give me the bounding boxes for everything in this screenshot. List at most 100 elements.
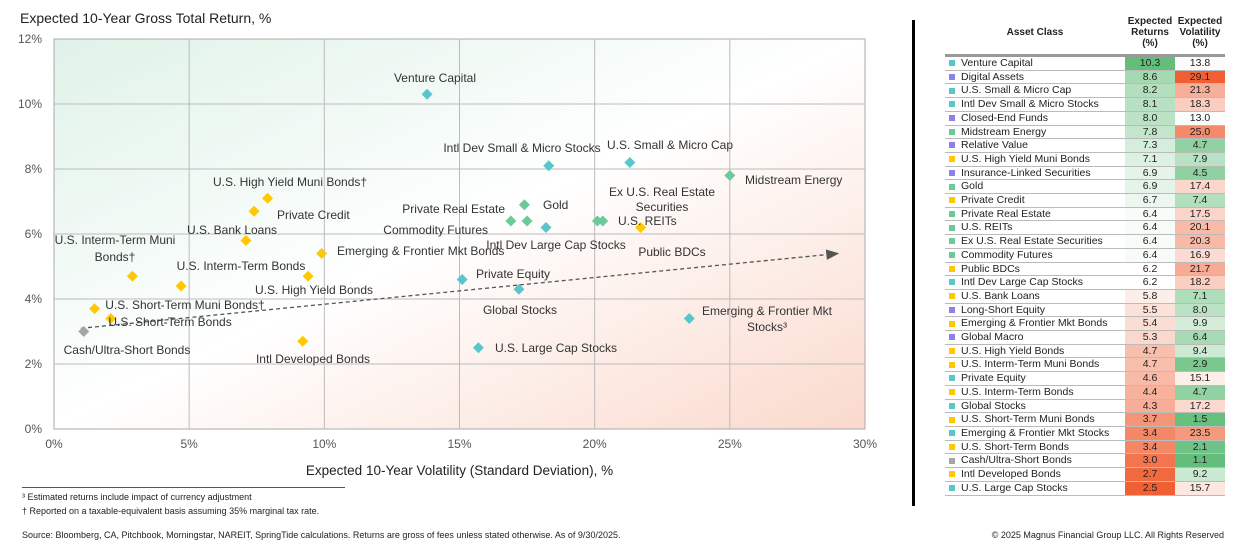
x-tick-label: 5%	[180, 437, 198, 451]
returns-cell: 5.3	[1125, 330, 1175, 345]
category-square-icon	[949, 334, 955, 341]
category-square-icon	[949, 471, 955, 478]
returns-cell: 3.7	[1125, 412, 1175, 427]
volatility-cell: 7.4	[1175, 193, 1225, 208]
returns-cell: 8.1	[1125, 97, 1175, 112]
volatility-cell: 4.5	[1175, 166, 1225, 181]
category-square-icon	[949, 115, 955, 122]
data-point	[89, 303, 101, 315]
data-point	[126, 270, 138, 282]
table-row: U.S. Short-Term Muni Bonds 3.7 1.5	[945, 412, 1225, 427]
point-label: Private Equity	[476, 267, 550, 281]
volatility-cell: 20.1	[1175, 220, 1225, 236]
x-tick-label: 25%	[718, 437, 742, 451]
data-point	[456, 274, 468, 285]
asset-class-cell: Global Macro	[945, 330, 1125, 345]
data-point	[78, 326, 90, 337]
asset-class-cell: Intl Dev Small & Micro Stocks	[945, 97, 1125, 112]
point-label: U.S. High Yield Bonds	[255, 283, 373, 297]
volatility-cell: 15.7	[1175, 481, 1225, 496]
point-label: U.S. REITs	[618, 214, 677, 228]
data-point	[505, 215, 517, 227]
category-square-icon	[949, 457, 955, 464]
point-label: Midstream Energy	[745, 173, 842, 187]
asset-name: Private Credit	[961, 194, 1025, 207]
footnote-divider	[22, 487, 345, 488]
volatility-cell: 7.1	[1175, 289, 1225, 304]
volatility-cell: 4.7	[1175, 385, 1225, 400]
source-note: Source: Bloomberg, CA, Pitchbook, Mornin…	[22, 530, 621, 540]
asset-class-table: Asset Class Expected Returns (%) Expecte…	[945, 10, 1225, 496]
table-row: U.S. Short-Term Bonds 3.4 2.1	[945, 440, 1225, 455]
volatility-cell: 15.1	[1175, 371, 1225, 386]
data-point	[543, 160, 555, 172]
returns-cell: 6.9	[1125, 166, 1175, 181]
table-row: Private Credit 6.7 7.4	[945, 193, 1225, 208]
category-square-icon	[949, 361, 955, 368]
returns-cell: 6.4	[1125, 248, 1175, 263]
asset-name: U.S. Short-Term Muni Bonds	[961, 413, 1095, 426]
asset-class-cell: U.S. Large Cap Stocks	[945, 481, 1125, 496]
point-label: U.S. Interm-Term Bonds	[177, 259, 306, 273]
returns-cell: 6.4	[1125, 220, 1175, 236]
asset-name: Emerging & Frontier Mkt Bonds	[961, 317, 1108, 330]
point-label: Ex U.S. Real Estate Securities	[609, 185, 715, 214]
asset-class-cell: Emerging & Frontier Mkt Stocks	[945, 426, 1125, 441]
y-tick-label: 8%	[25, 162, 43, 176]
table-row: Insurance-Linked Securities 6.9 4.5	[945, 166, 1225, 181]
table-row: U.S. Large Cap Stocks 2.5 15.7	[945, 481, 1225, 496]
volatility-cell: 18.3	[1175, 97, 1225, 112]
category-square-icon	[949, 101, 955, 108]
point-label: Private Credit	[277, 208, 350, 222]
volatility-cell: 9.9	[1175, 316, 1225, 332]
returns-cell: 4.3	[1125, 399, 1175, 414]
returns-cell: 3.0	[1125, 453, 1175, 469]
returns-cell: 6.9	[1125, 179, 1175, 195]
table-row: Gold 6.9 17.4	[945, 179, 1225, 195]
returns-cell: 3.4	[1125, 440, 1175, 455]
asset-name: Closed-End Funds	[961, 111, 1048, 124]
x-axis-title: Expected 10-Year Volatility (Standard De…	[305, 463, 614, 478]
returns-cell: 8.0	[1125, 111, 1175, 126]
volatility-cell: 2.9	[1175, 357, 1225, 373]
point-label: Global Stocks	[483, 303, 557, 317]
volatility-cell: 1.5	[1175, 412, 1225, 427]
volatility-cell: 16.9	[1175, 248, 1225, 263]
returns-cell: 4.6	[1125, 371, 1175, 386]
volatility-cell: 21.3	[1175, 83, 1225, 99]
category-square-icon	[949, 197, 955, 204]
asset-class-cell: U.S. REITs	[945, 220, 1125, 236]
divider	[912, 20, 915, 506]
asset-class-cell: Relative Value	[945, 138, 1125, 153]
table-row: Private Equity 4.6 15.1	[945, 371, 1225, 386]
table-row: U.S. Interm-Term Muni Bonds 4.7 2.9	[945, 357, 1225, 373]
category-square-icon	[949, 347, 955, 354]
table-row: Long-Short Equity 5.5 8.0	[945, 303, 1225, 318]
point-label: Commodity Futures	[383, 223, 488, 237]
table-row: Public BDCs 6.2 21.7	[945, 262, 1225, 277]
x-tick-label: 0%	[45, 437, 63, 451]
data-point	[240, 235, 252, 246]
returns-cell: 4.4	[1125, 385, 1175, 400]
category-square-icon	[949, 416, 955, 423]
data-point	[421, 88, 433, 100]
asset-name: Intl Dev Small & Micro Stocks	[961, 98, 1099, 111]
volatility-cell: 9.2	[1175, 467, 1225, 482]
y-tick-label: 6%	[25, 227, 43, 241]
table-row: Intl Dev Large Cap Stocks 6.2 18.2	[945, 275, 1225, 290]
volatility-cell: 1.1	[1175, 453, 1225, 469]
category-square-icon	[949, 375, 955, 382]
category-square-icon	[949, 87, 955, 94]
category-square-icon	[949, 142, 955, 149]
asset-name: Insurance-Linked Securities	[961, 166, 1091, 179]
category-square-icon	[949, 252, 955, 259]
returns-cell: 4.7	[1125, 357, 1175, 373]
category-square-icon	[949, 306, 955, 313]
volatility-cell: 17.5	[1175, 207, 1225, 222]
asset-class-cell: U.S. Short-Term Muni Bonds	[945, 412, 1125, 427]
category-square-icon	[949, 210, 955, 217]
asset-name: U.S. Small & Micro Cap	[961, 84, 1072, 97]
asset-name: U.S. High Yield Bonds	[961, 344, 1065, 357]
volatility-cell: 9.4	[1175, 344, 1225, 359]
data-point	[248, 205, 260, 217]
